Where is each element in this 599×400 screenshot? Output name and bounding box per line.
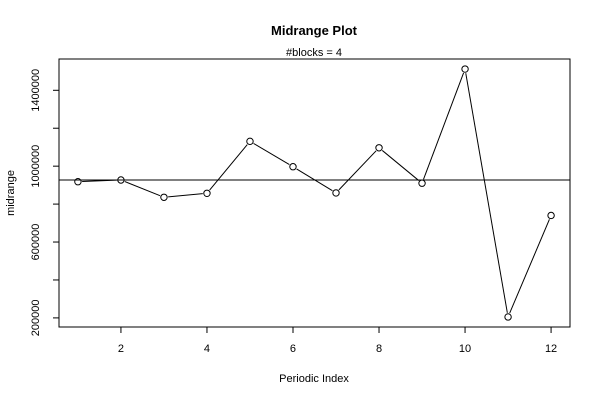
series-segment bbox=[168, 193, 203, 198]
data-point bbox=[117, 176, 125, 184]
series-segment bbox=[465, 73, 508, 313]
series-segment bbox=[338, 150, 377, 191]
data-point bbox=[375, 144, 383, 152]
plot-area-frame bbox=[58, 58, 571, 328]
data-point bbox=[74, 178, 82, 186]
data-point bbox=[461, 65, 469, 73]
data-point bbox=[547, 211, 555, 220]
x-tick-label: 4 bbox=[204, 343, 210, 355]
x-axis: 2 4 6 8 10 12 bbox=[118, 326, 557, 355]
data-point bbox=[160, 193, 168, 201]
series-segment bbox=[253, 143, 290, 166]
x-tick-label: 8 bbox=[376, 343, 382, 355]
series-segment bbox=[209, 144, 248, 191]
series-segment bbox=[82, 179, 117, 183]
data-point bbox=[246, 137, 254, 146]
series-segment bbox=[296, 168, 333, 192]
y-tick-label: 1400000 bbox=[30, 69, 42, 112]
x-tick-label: 6 bbox=[290, 343, 296, 355]
chart-title: Midrange Plot bbox=[271, 23, 358, 38]
chart-subtitle: #blocks = 4 bbox=[286, 47, 342, 59]
y-tick-label: 200000 bbox=[30, 300, 42, 337]
data-point bbox=[504, 313, 512, 321]
x-tick-label: 2 bbox=[118, 343, 124, 355]
y-tick-label: 600000 bbox=[30, 224, 42, 261]
data-point bbox=[332, 189, 340, 197]
y-tick-label: 1000000 bbox=[30, 145, 42, 188]
series-segment bbox=[124, 181, 161, 197]
data-point bbox=[289, 163, 297, 171]
series-segment bbox=[509, 219, 550, 314]
series-segment bbox=[381, 150, 420, 181]
x-tick-label: 10 bbox=[459, 343, 471, 355]
series-layer bbox=[74, 65, 555, 321]
x-tick-label: 12 bbox=[545, 343, 557, 355]
y-axis-label: midrange bbox=[5, 170, 17, 216]
y-axis: 200000 600000 1000000 1400000 bbox=[30, 69, 60, 337]
x-axis-label: Periodic Index bbox=[279, 373, 349, 385]
series-segment bbox=[423, 72, 465, 180]
data-point bbox=[418, 179, 426, 187]
data-point bbox=[203, 189, 211, 197]
